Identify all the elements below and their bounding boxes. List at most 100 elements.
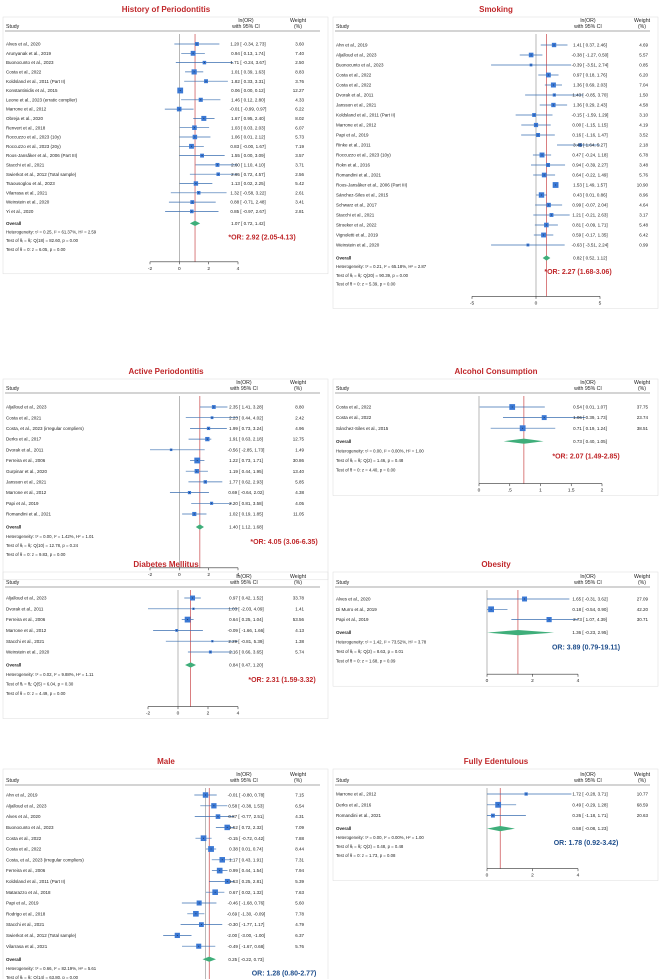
weight-column-header: Weight (290, 772, 307, 778)
panel-frame (332, 378, 659, 496)
study-label: Rodrigo et al., 2018 (6, 911, 46, 916)
point-estimate (193, 513, 195, 515)
statistic-note: Test of θᵢ = θⱼ: Q(5) = 6.04, p = 0.30 (6, 681, 74, 686)
effect-size-value: 0.81 [ -0.09, 1.71] (572, 223, 607, 228)
overall-diamond (542, 255, 551, 261)
point-estimate (200, 99, 202, 101)
point-estimate (187, 619, 189, 621)
point-estimate (548, 204, 550, 206)
study-label: Jansson et al., 2021 (6, 480, 47, 485)
effect-column-subheader: with 95% CI (574, 24, 602, 30)
overall-effect-value: 0.73 [ 0.40, 1.05] (573, 439, 607, 444)
effect-size-value: 0.97 [ 0.18, 1.76] (573, 73, 607, 78)
overall-label: Overall (336, 439, 351, 444)
weight-value: 0.99 (639, 243, 648, 248)
weight-value: 42.20 (637, 607, 649, 612)
effect-size-value: 2.73 [ 1.07, 4.39] (573, 617, 607, 622)
study-label: Roccuzzo et al., 2023 (10y) (6, 135, 61, 140)
x-axis-tick-label: 1.5 (568, 488, 575, 494)
study-label: Marrone et al., 2012 (336, 123, 377, 128)
weight-value: 7.94 (295, 868, 304, 873)
study-label: Stacchi et al., 2021 (336, 213, 375, 218)
overall-label: Overall (336, 630, 351, 635)
effect-size-value: 1.20 [ -0.34, 2.73] (230, 42, 265, 47)
panel-title: History of Periodontitis (122, 5, 211, 14)
effect-size-value: 1.71 [ -0.24, 3.67] (230, 60, 265, 65)
statistic-note: Heterogeneity: τ² = 0.00, I² = 0.00%, H²… (336, 448, 424, 453)
statistic-note: Test of θ = 0: z = 9.83, p = 0.00 (6, 552, 66, 557)
panel-title: Fully Edentulous (464, 757, 529, 766)
weight-value: 33.78 (293, 596, 305, 601)
effect-size-value: 2.60 [ 1.10, 4.10] (231, 163, 265, 168)
study-label: Swierkot et al., 2012 (Total sample) (6, 933, 77, 938)
point-estimate (214, 891, 216, 893)
point-estimate (211, 417, 213, 419)
study-label: Alves et al., 2020 (6, 42, 41, 47)
panel-frame (2, 768, 329, 979)
x-axis-tick-label: 4 (237, 711, 240, 717)
statistic-note: Test of θ = 0: z = 5.39, p = 0.00 (336, 281, 396, 286)
study-label: Arunyanak et al., 2019 (6, 51, 52, 56)
overall-label: Overall (6, 221, 21, 226)
effect-size-value: 2.65 [ 0.72, 4.57] (231, 172, 265, 177)
study-column-header: Study (336, 778, 350, 784)
weight-value: 7.19 (295, 144, 304, 149)
forest-panel-obesity: Obesity Study ln(OR)with 95% CI Weight(%) Al… (332, 560, 659, 687)
study-label: Derks et al., 2017 (6, 437, 42, 442)
point-estimate (208, 427, 210, 429)
overall-diamond (487, 630, 555, 636)
weight-value: 2.42 (295, 415, 304, 420)
study-label: Vilarrasa et al., 2021 (6, 190, 48, 195)
forest-panel-alcohol-consumption: Alcohol Consumption Study ln(OR)with 95% C… (332, 367, 659, 496)
x-axis-tick-label: -2 (148, 572, 153, 578)
effect-size-value: 1.55 [ 0.00, 3.09] (231, 153, 265, 158)
study-label: Roccuzzo et al., 2023 (10y) (336, 153, 391, 158)
panel-title: Alcohol Consumption (454, 367, 537, 376)
effect-size-value: 1.41 [ 0.37, 2.46] (573, 43, 607, 48)
weight-value: 4.05 (295, 501, 304, 506)
study-label: Schwarz et al., 2017 (336, 203, 377, 208)
weight-value: 37.75 (637, 405, 649, 410)
weight-value: 3.48 (639, 163, 648, 168)
weight-value: 7.04 (639, 83, 648, 88)
weight-value: 0.85 (639, 63, 648, 68)
odds-ratio-annotation: *OR: 2.31 (1.59-3.32) (248, 677, 315, 684)
study-label: Marrone et al., 2012 (6, 490, 47, 495)
effect-column-header: ln(OR) (580, 574, 596, 580)
point-estimate (191, 201, 193, 203)
statistic-note: Heterogeneity: τ² = 0.00, I² = 1.42%, H²… (6, 534, 94, 539)
forest-panel-fully-edentulous: Fully Edentulous Study ln(OR)with 95% CI We… (332, 757, 659, 881)
point-estimate (176, 934, 178, 936)
weight-value: 5.42 (295, 181, 304, 186)
study-label: Aljalloud et al., 2023 (6, 405, 47, 410)
statistic-note: Heterogeneity: τ² = 0.25, I² = 61.37%, H… (6, 230, 97, 235)
panel-title: Obesity (481, 560, 511, 569)
study-column-header: Study (336, 580, 350, 586)
effect-size-value: 0.43 [ 0.01, 0.86] (573, 193, 607, 198)
point-estimate (193, 71, 195, 73)
effect-size-value: -2.00 [ -3.00, -1.00] (227, 933, 265, 938)
effect-size-value: 1.72 [ -0.28, 3.71] (572, 792, 607, 797)
effect-size-value: 1.32 [ -0.58, 3.22] (230, 190, 265, 195)
point-estimate (191, 145, 193, 147)
study-label: Stacchi et al., 2021 (6, 163, 45, 168)
x-axis-tick-label: 0 (478, 488, 481, 494)
effect-size-value: 0.49 [ -0.29, 1.28] (572, 802, 607, 807)
weight-value: 3.10 (639, 113, 648, 118)
weight-value: 4.33 (295, 97, 304, 102)
odds-ratio-annotation: *OR: 4.05 (3.06-6.35) (250, 539, 317, 546)
study-label: Costa et al., 2021 (6, 415, 42, 420)
point-estimate (219, 870, 221, 872)
point-estimate (209, 651, 211, 653)
point-estimate (497, 804, 499, 806)
effect-size-value: -0.49 [ -1.67, 0.68] (228, 944, 265, 949)
effect-size-value: 1.77 [ 0.62, 2.93] (229, 480, 263, 485)
weight-value: 4.64 (639, 203, 648, 208)
effect-size-value: 0.58 [ -0.38, 1.53] (228, 803, 263, 808)
x-axis-tick-label: 2 (531, 873, 534, 879)
point-estimate (217, 173, 219, 175)
effect-column-header: ln(OR) (238, 18, 254, 24)
weight-column-header: Weight (634, 18, 651, 24)
effect-size-value: 0.64 [ 0.25, 1.04] (229, 617, 263, 622)
point-estimate (201, 155, 203, 157)
